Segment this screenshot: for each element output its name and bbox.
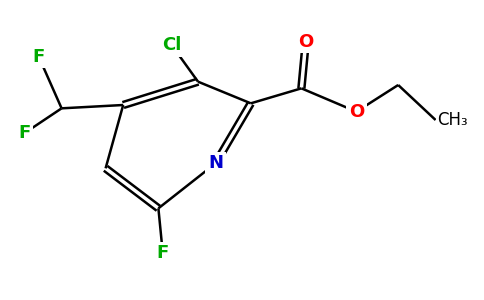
Text: F: F — [18, 124, 30, 142]
Text: O: O — [349, 103, 364, 121]
Text: N: N — [208, 154, 223, 172]
Text: F: F — [157, 244, 169, 262]
Text: CH₃: CH₃ — [438, 111, 468, 129]
Text: Cl: Cl — [162, 36, 182, 54]
Text: O: O — [298, 33, 314, 51]
Text: F: F — [32, 48, 45, 66]
